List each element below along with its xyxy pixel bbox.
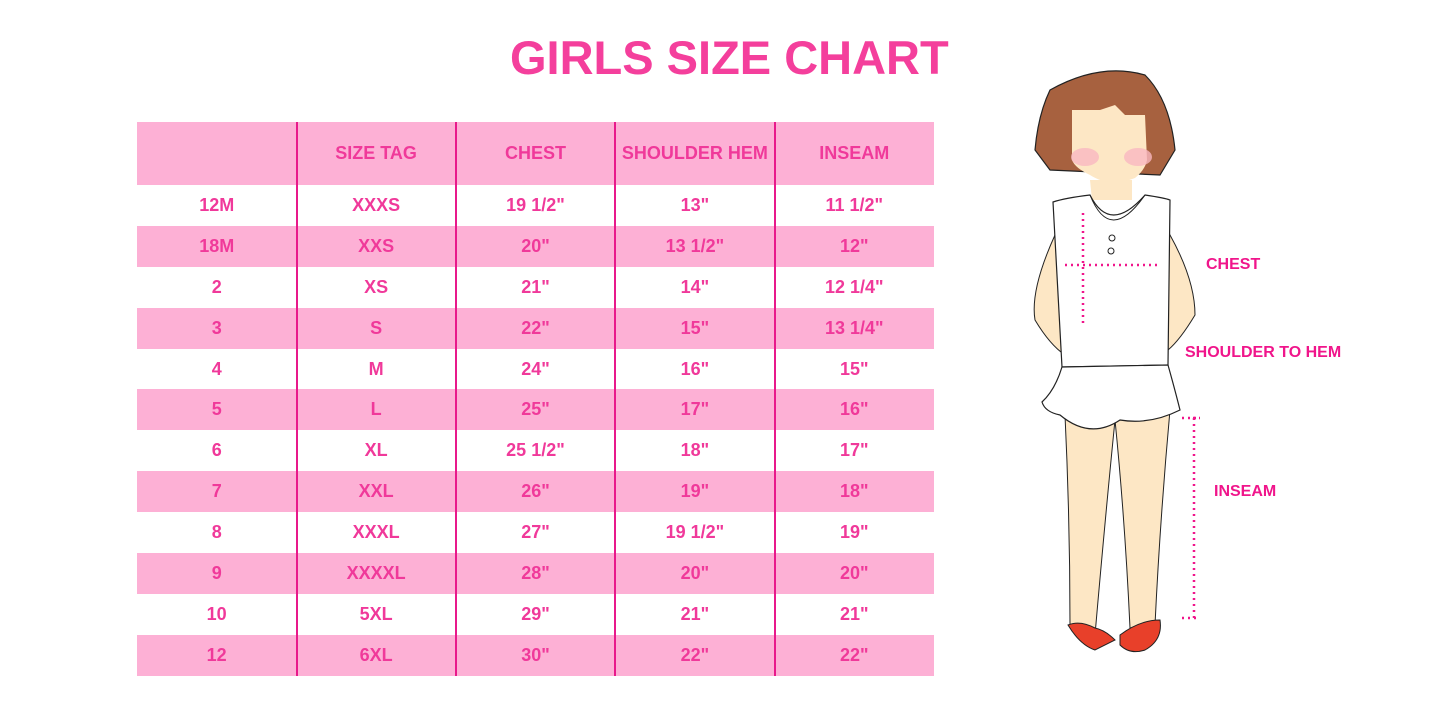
- table-cell: 16": [680, 358, 710, 379]
- table-cell: XXS: [358, 235, 395, 256]
- header-cell: CHEST: [504, 143, 566, 163]
- table-cell: 20": [680, 562, 710, 583]
- column-divider: [614, 122, 616, 676]
- table-cell: 18": [680, 440, 710, 461]
- girl-illustration: [1020, 60, 1380, 675]
- table-cell: 19 1/2": [506, 194, 565, 215]
- table-cell: XXL: [358, 481, 394, 502]
- table-cell: 13": [680, 194, 710, 215]
- table-cell: 12 1/4": [824, 276, 884, 297]
- size-table: SIZE TAG CHEST SHOULDER HEM INSEAM 12M XXXS 19…: [137, 122, 934, 676]
- table-row: 10 5XL 29" 21" 21": [137, 594, 934, 635]
- table-cell: 18M: [199, 235, 235, 256]
- table-cell: 5: [211, 399, 222, 420]
- table-cell: 19": [839, 522, 869, 543]
- table-row: 8 XXXL 27" 19 1/2" 19": [137, 512, 934, 553]
- table-cell: 22": [839, 644, 869, 665]
- shoulder-to-hem-label: SHOULDER TO HEM: [1185, 344, 1342, 361]
- table-cell: 21": [680, 603, 710, 624]
- table-cell: 18": [839, 481, 869, 502]
- table-cell: 17": [680, 399, 710, 420]
- table-cell: 7: [211, 481, 222, 502]
- table-cell: 6XL: [359, 644, 393, 665]
- header-cell: SIZE TAG: [335, 143, 417, 163]
- table-cell: 3: [211, 317, 222, 338]
- table-cell: 30": [521, 644, 550, 665]
- table-cell: 13 1/2": [665, 235, 725, 256]
- table-cell: S: [370, 317, 383, 338]
- table-cell: 13 1/4": [824, 317, 884, 338]
- table-cell: 10: [206, 603, 227, 624]
- table-cell: 24": [521, 358, 550, 379]
- table-cell: 9: [211, 562, 222, 583]
- table-cell: XL: [364, 440, 388, 461]
- table-cell: XS: [364, 276, 389, 297]
- table-row: 5 L 25" 17" 16": [137, 389, 934, 431]
- table-cell: 8: [211, 522, 222, 543]
- table-cell: 2: [211, 276, 222, 297]
- column-divider: [455, 122, 457, 676]
- table-cell: 21": [839, 603, 869, 624]
- table-cell: 25": [521, 399, 550, 420]
- table-cell: 25 1/2": [506, 440, 565, 461]
- table-row: 12M XXXS 19 1/2" 13" 11 1/2": [137, 185, 934, 226]
- chest-label: CHEST: [1206, 256, 1261, 273]
- table-cell: 19 1/2": [665, 522, 725, 543]
- header-cell: [137, 122, 296, 185]
- table-cell: 12": [839, 235, 869, 256]
- table-cell: 19": [680, 481, 710, 502]
- table-row: 3 S 22" 15" 13 1/4": [137, 307, 934, 349]
- table-header-row: SIZE TAG CHEST SHOULDER HEM INSEAM: [137, 122, 934, 185]
- table-row: 9 XXXXL 28" 20" 20": [137, 553, 934, 594]
- table-cell: XXXL: [352, 522, 400, 543]
- table-cell: 28": [521, 562, 550, 583]
- inseam-label: INSEAM: [1214, 483, 1277, 500]
- table-row: 4 M 24" 16" 15": [137, 349, 934, 390]
- table-cell: 12M: [199, 194, 235, 215]
- header-cell: INSEAM: [819, 143, 890, 163]
- table-cell: 20": [839, 562, 869, 583]
- table-cell: 22": [680, 644, 710, 665]
- table-cell: 16": [839, 399, 869, 420]
- header-cell: SHOULDER HEM: [621, 143, 768, 163]
- table-cell: 6: [211, 440, 222, 461]
- table-cell: 20": [521, 235, 550, 256]
- column-divider: [774, 122, 776, 676]
- table-cell: 15": [839, 358, 869, 379]
- table-cell: M: [368, 358, 384, 379]
- table-row: 7 XXL 26" 19" 18": [137, 471, 934, 513]
- table-cell: 15": [680, 317, 710, 338]
- table-cell: 11 1/2": [825, 194, 884, 215]
- table-cell: 26": [521, 481, 550, 502]
- table-cell: 5XL: [359, 603, 393, 624]
- table-cell: 17": [839, 440, 869, 461]
- column-divider: [296, 122, 298, 676]
- table-cell: 29": [521, 603, 550, 624]
- table-cell: XXXXL: [346, 562, 406, 583]
- table-cell: 22": [521, 317, 550, 338]
- page-title: GIRLS SIZE CHART: [510, 31, 949, 84]
- table-cell: 12: [206, 644, 227, 665]
- table-cell: XXXS: [352, 194, 401, 215]
- table-cell: 21": [521, 276, 550, 297]
- table-row: 2 XS 21" 14" 12 1/4": [137, 267, 934, 308]
- table-row: 12 6XL 30" 22" 22": [137, 634, 934, 676]
- table-cell: 14": [680, 276, 710, 297]
- table-row: 6 XL 25 1/2" 18" 17": [137, 430, 934, 471]
- table-cell: 4: [211, 358, 222, 379]
- table-cell: 27": [521, 522, 550, 543]
- table-cell: L: [370, 399, 382, 420]
- table-row: 18M XXS 20" 13 1/2" 12": [137, 225, 934, 267]
